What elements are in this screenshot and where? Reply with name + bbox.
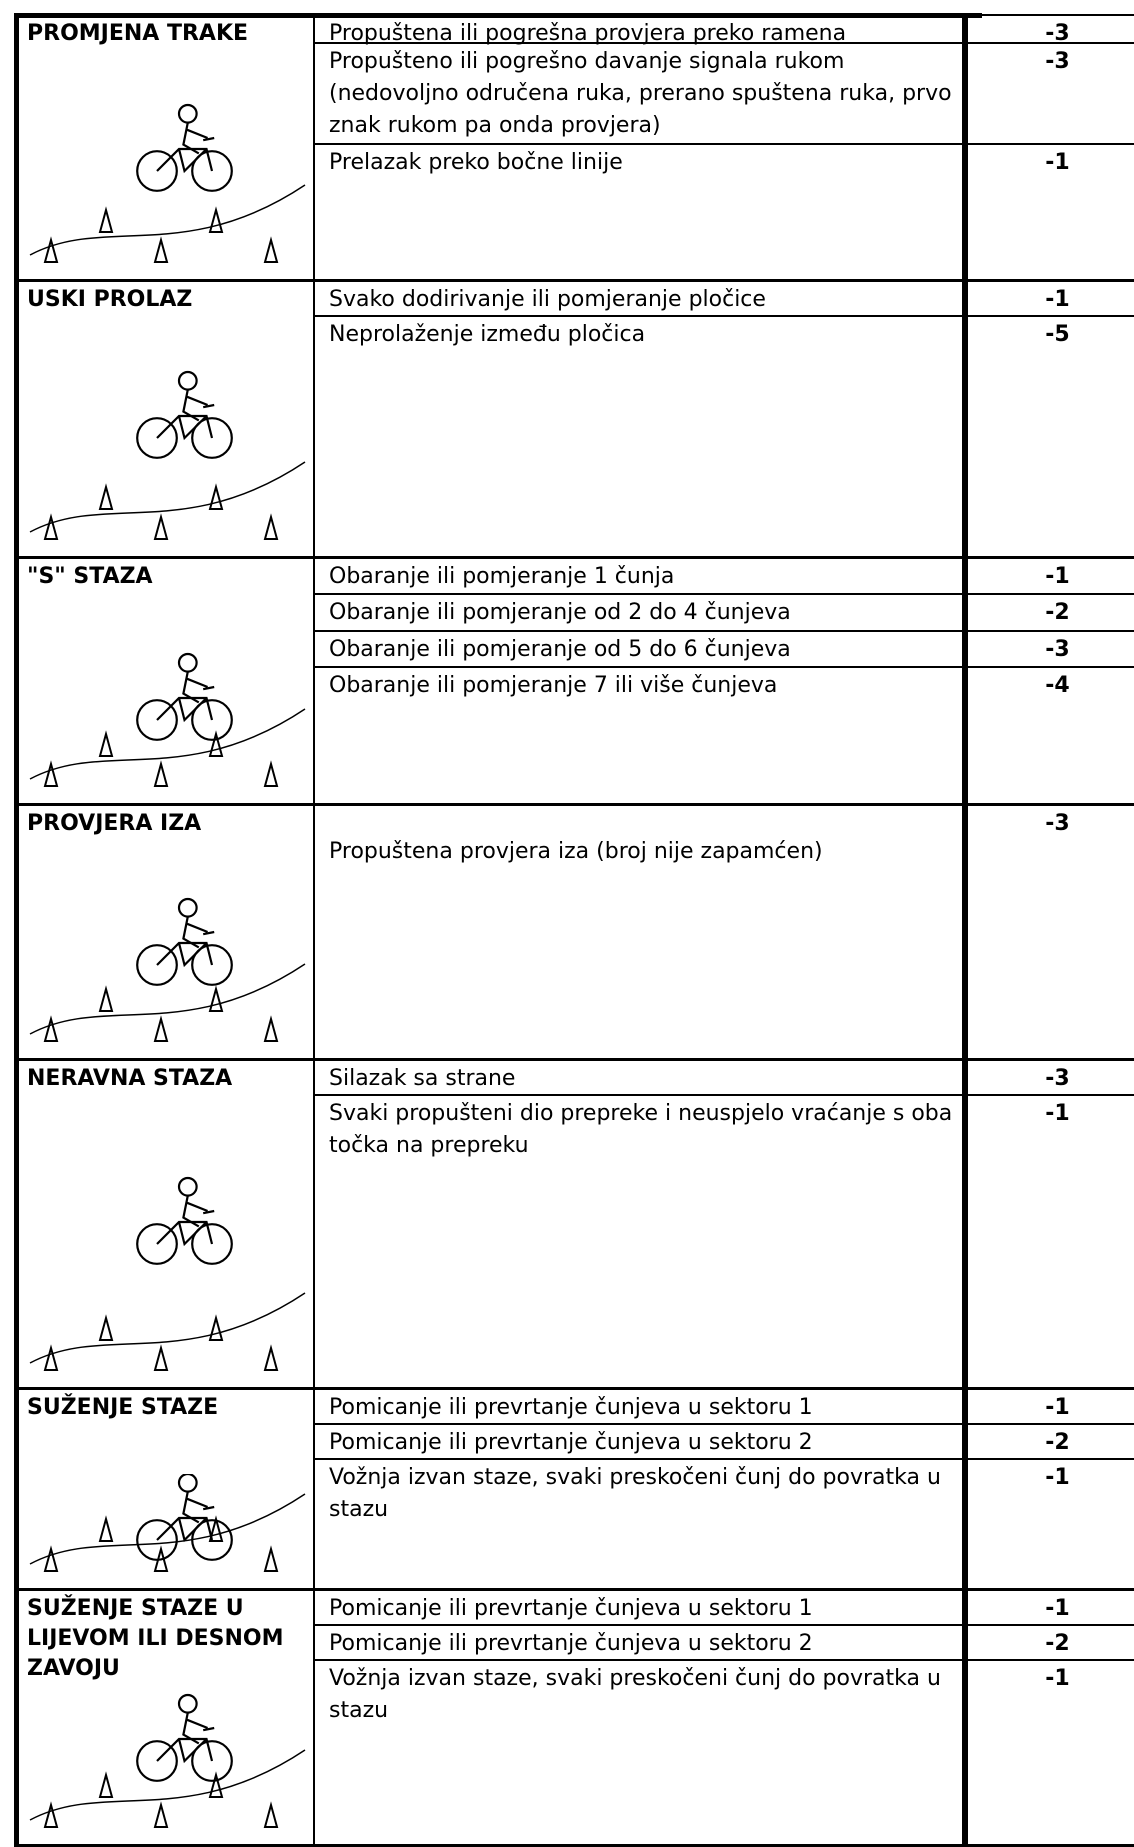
item-row: Svaki propušteni dio prepreke i neuspjel… bbox=[315, 1096, 1134, 1387]
item-row: Obaranje ili pomjeranje od 5 do 6 čunjev… bbox=[315, 632, 1134, 668]
item-points: -3 bbox=[1045, 1066, 1070, 1091]
item-row: Pomicanje ili prevrtanje čunjeva u sekto… bbox=[315, 1626, 1134, 1661]
item-row: Propušteno ili pogrešno davanje signala … bbox=[315, 44, 1134, 145]
item-points: -1 bbox=[1045, 1596, 1070, 1621]
item-row: Vožnja izvan staze, svaki preskočeni čun… bbox=[315, 1460, 1134, 1588]
section: NERAVNA STAZA Silazak sa strane -3 Svaki pr… bbox=[14, 1061, 1134, 1390]
section-title: NERAVNA STAZA bbox=[27, 1066, 233, 1091]
item-text: Obaranje ili pomjeranje od 5 do 6 čunjev… bbox=[329, 637, 791, 662]
item-text: Obaranje ili pomjeranje 7 ili više čunje… bbox=[329, 673, 778, 698]
item-text: Pomicanje ili prevrtanje čunjeva u sekto… bbox=[329, 1395, 813, 1420]
item-points: -2 bbox=[1045, 1631, 1070, 1656]
item-points: -1 bbox=[1045, 564, 1070, 589]
item-points: -4 bbox=[1045, 673, 1070, 698]
section: SUŽENJE STAZE Pomicanje ili prevrtanje ču… bbox=[14, 1390, 1134, 1591]
section-header: USKI PROLAZ bbox=[14, 282, 315, 556]
item-text: Svako dodirivanje ili pomjeranje pločice bbox=[329, 287, 766, 312]
section-header: "S" STAZA bbox=[14, 559, 315, 803]
item-text: Propuštena provjera iza (broj nije zapam… bbox=[329, 839, 823, 864]
section-header: PROMJENA TRAKE bbox=[14, 16, 315, 279]
item-text: Obaranje ili pomjeranje od 2 do 4 čunjev… bbox=[329, 600, 791, 625]
illustration bbox=[29, 897, 306, 1042]
item-row: Pomicanje ili prevrtanje čunjeva u sekto… bbox=[315, 1425, 1134, 1460]
item-text: Vožnja izvan staze, svaki preskočeni čun… bbox=[329, 1666, 941, 1723]
item-text: Silazak sa strane bbox=[329, 1066, 516, 1091]
border bbox=[968, 14, 1134, 16]
illustration bbox=[29, 1474, 306, 1572]
item-points: -1 bbox=[1045, 150, 1070, 175]
item-row: Pomicanje ili prevrtanje čunjeva u sekto… bbox=[315, 1591, 1134, 1626]
section-title: PROMJENA TRAKE bbox=[27, 21, 249, 46]
item-row: Obaranje ili pomjeranje od 2 do 4 čunjev… bbox=[315, 595, 1134, 632]
item-row: Neprolaženje između pločica -5 bbox=[315, 317, 1134, 556]
section: SUŽENJE STAZE U LIJEVOM ILI DESNOM ZAVOJ… bbox=[14, 1591, 1134, 1847]
illustration bbox=[29, 103, 306, 263]
item-points: -5 bbox=[1045, 322, 1070, 347]
section: USKI PROLAZ Svako dodirivanje ili pomjera… bbox=[14, 282, 1134, 559]
column-divider bbox=[962, 14, 968, 1847]
item-row: Pomicanje ili prevrtanje čunjeva u sekto… bbox=[315, 1390, 1134, 1425]
item-text: Obaranje ili pomjeranje 1 čunja bbox=[329, 564, 675, 589]
section: PROMJENA TRAKE Propuštena ili pogrešna pr… bbox=[14, 16, 1134, 282]
item-row: Prelazak preko bočne linije -1 bbox=[315, 145, 1134, 279]
section-header: NERAVNA STAZA bbox=[14, 1061, 315, 1387]
item-text: Prelazak preko bočne linije bbox=[329, 150, 623, 175]
section: PROVJERA IZA Propuštena provjera iza (bro… bbox=[14, 806, 1134, 1061]
item-row: Svako dodirivanje ili pomjeranje pločice… bbox=[315, 282, 1134, 317]
section-title: "S" STAZA bbox=[27, 564, 153, 589]
item-points: -1 bbox=[1045, 1465, 1070, 1490]
section: "S" STAZA Obaranje ili pomjeranje 1 čunja… bbox=[14, 559, 1134, 806]
item-row: Obaranje ili pomjeranje 1 čunja -1 bbox=[315, 559, 1134, 595]
item-text: Pomicanje ili prevrtanje čunjeva u sekto… bbox=[329, 1631, 813, 1656]
item-points: -1 bbox=[1045, 1101, 1070, 1126]
section-header: PROVJERA IZA bbox=[14, 806, 315, 1058]
item-text: Neprolaženje između pločica bbox=[329, 322, 646, 347]
illustration bbox=[29, 652, 306, 787]
item-row: Propuštena provjera iza (broj nije zapam… bbox=[315, 806, 1134, 1058]
section-title: SUŽENJE STAZE bbox=[27, 1395, 219, 1420]
item-row: Obaranje ili pomjeranje 7 ili više čunje… bbox=[315, 668, 1134, 803]
section-title: USKI PROLAZ bbox=[27, 287, 193, 312]
section-header: SUŽENJE STAZE U LIJEVOM ILI DESNOM ZAVOJ… bbox=[14, 1591, 315, 1844]
border bbox=[14, 13, 982, 18]
illustration bbox=[29, 370, 306, 540]
item-text: Propušteno ili pogrešno davanje signala … bbox=[329, 49, 952, 138]
section-header: SUŽENJE STAZE bbox=[14, 1390, 315, 1588]
item-row: Vožnja izvan staze, svaki preskočeni čun… bbox=[315, 1661, 1134, 1844]
section-title: PROVJERA IZA bbox=[27, 811, 202, 836]
item-row: Silazak sa strane -3 bbox=[315, 1061, 1134, 1096]
item-points: -3 bbox=[1045, 21, 1070, 46]
item-text: Svaki propušteni dio prepreke i neuspjel… bbox=[329, 1101, 953, 1158]
illustration bbox=[29, 1693, 306, 1828]
item-points: -1 bbox=[1045, 1395, 1070, 1420]
item-row: Propuštena ili pogrešna provjera preko r… bbox=[315, 16, 1134, 46]
item-points: -2 bbox=[1045, 1430, 1070, 1455]
item-points: -1 bbox=[1045, 1666, 1070, 1691]
item-points: -1 bbox=[1045, 287, 1070, 312]
item-text: Pomicanje ili prevrtanje čunjeva u sekto… bbox=[329, 1430, 813, 1455]
item-text: Pomicanje ili prevrtanje čunjeva u sekto… bbox=[329, 1596, 813, 1621]
section-title: SUŽENJE STAZE U LIJEVOM ILI DESNOM ZAVOJ… bbox=[27, 1596, 284, 1681]
item-points: -3 bbox=[1045, 49, 1070, 74]
illustration bbox=[29, 1176, 306, 1371]
item-points: -3 bbox=[1045, 637, 1070, 662]
item-text: Propuštena ili pogrešna provjera preko r… bbox=[329, 21, 847, 46]
item-text: Vožnja izvan staze, svaki preskočeni čun… bbox=[329, 1465, 941, 1522]
item-points: -2 bbox=[1045, 600, 1070, 625]
item-points: -3 bbox=[1045, 811, 1070, 836]
